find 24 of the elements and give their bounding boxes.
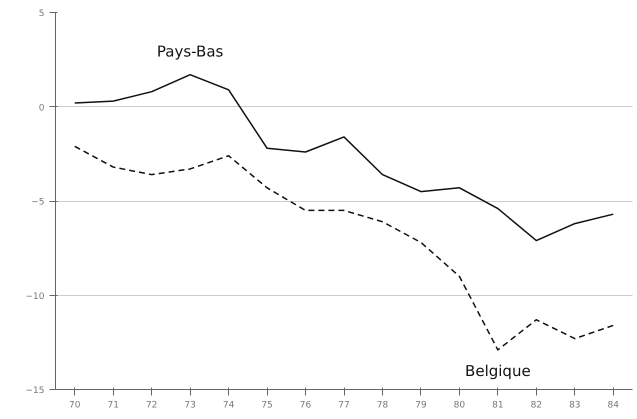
y-tick-label: −10 <box>26 292 45 302</box>
x-tick-label: 79 <box>415 400 427 410</box>
series-label: Pays-Bas <box>156 42 224 61</box>
x-tick-label: 81 <box>492 400 504 410</box>
x-tick-label: 80 <box>454 400 466 410</box>
x-tick-label: 78 <box>376 400 388 410</box>
x-tick-label: 74 <box>222 400 235 410</box>
x-tick-label: 77 <box>338 400 350 410</box>
x-tick-label: 84 <box>608 400 620 410</box>
x-tick-label: 83 <box>569 400 581 410</box>
x-tick-label: 70 <box>69 400 81 410</box>
x-tick-label: 73 <box>184 400 196 410</box>
x-tick-label: 82 <box>530 400 542 410</box>
y-tick-label: −5 <box>31 198 45 208</box>
series-label: Belgique <box>465 362 531 380</box>
line-series <box>74 74 614 242</box>
x-tick-label: 71 <box>107 400 119 410</box>
y-tick-label: −15 <box>26 386 45 396</box>
line-series <box>74 146 614 351</box>
x-tick-label: 75 <box>261 400 273 410</box>
y-tick-label: 5 <box>38 9 45 19</box>
x-tick-label: 76 <box>300 400 312 410</box>
x-tick-label: 72 <box>146 400 158 410</box>
y-tick-label: 0 <box>38 103 45 114</box>
